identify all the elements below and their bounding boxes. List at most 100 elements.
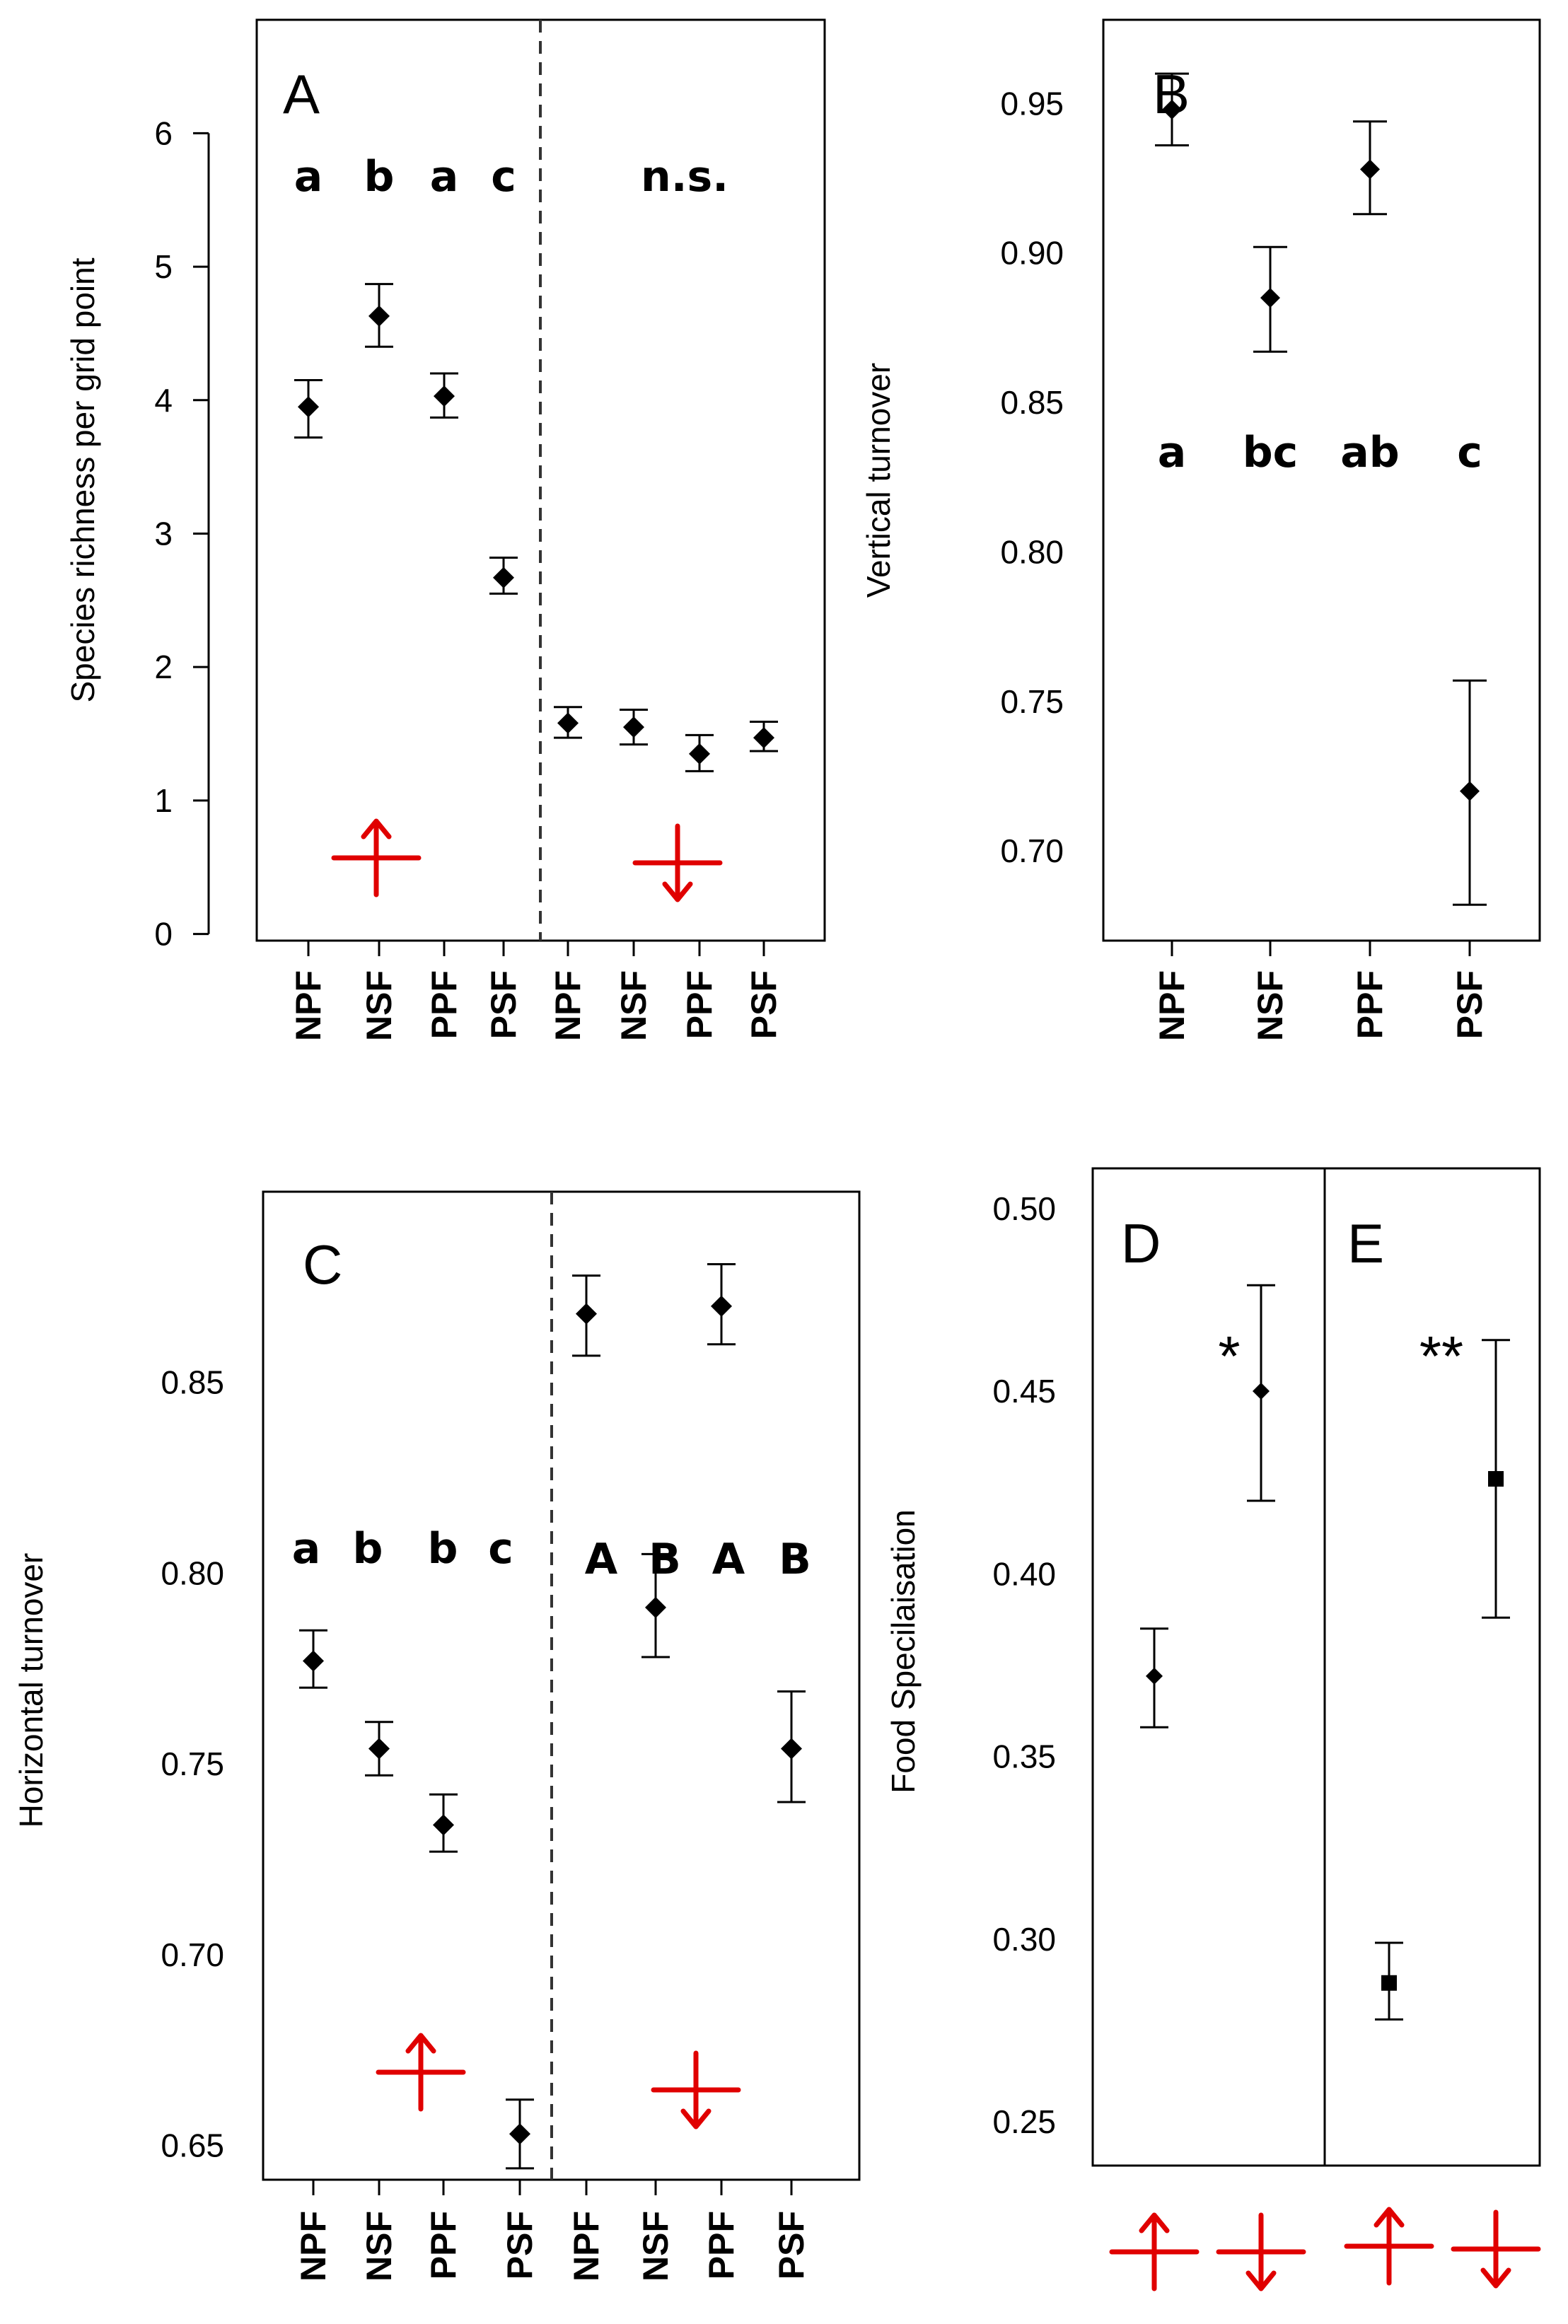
- x-tick-label: NPF: [294, 2211, 333, 2282]
- x-tick-label: NSF: [636, 2211, 675, 2282]
- y-tick-label: 0.45: [992, 1373, 1056, 1410]
- down-arrow-icon: [632, 823, 723, 902]
- x-tick-label: PPF: [702, 2211, 741, 2279]
- x-tick-label: PPF: [424, 2211, 463, 2279]
- data-point: [623, 716, 644, 738]
- y-tick-label: 0.80: [161, 1555, 224, 1591]
- panel-c: 0.65 0.70 0.75 0.80 0.85 Horizontal turnover N…: [13, 1190, 861, 2282]
- significance-letter: b: [353, 1524, 383, 1574]
- y-axis-title: Species richness per grid point: [64, 257, 101, 702]
- x-tick-label: NPF: [548, 970, 588, 1041]
- x-tick-label: NSF: [359, 970, 399, 1041]
- significance-label: n.s.: [641, 152, 728, 202]
- data-point: [303, 1650, 324, 1672]
- significance-letter: a: [292, 1524, 321, 1574]
- data-point: [493, 567, 514, 588]
- significance-letter: a: [294, 152, 323, 202]
- y-tick-label: 0.95: [1000, 85, 1064, 122]
- x-tick-label: NPF: [289, 970, 328, 1041]
- data-point: [645, 1596, 666, 1618]
- up-arrow-icon: [1109, 2212, 1200, 2291]
- y-tick-label: 0.50: [992, 1190, 1056, 1227]
- y-tick-label: 0.85: [1000, 384, 1064, 421]
- y-tick-label: 0.35: [992, 1738, 1056, 1775]
- x-tick-label: PSF: [772, 2211, 811, 2279]
- x-tick-label: NSF: [614, 970, 654, 1041]
- y-tick-label: 1: [154, 782, 173, 819]
- y-tick-label: 0.25: [992, 2103, 1056, 2140]
- x-tick-label: NPF: [1152, 970, 1192, 1041]
- y-tick-label: 0.40: [992, 1555, 1056, 1592]
- plot-frame: [1323, 1167, 1541, 2167]
- significance-letter: a: [1158, 428, 1187, 477]
- y-tick-label: 0.90: [1000, 235, 1064, 272]
- x-tick-label: PPF: [1350, 970, 1390, 1039]
- x-tick-label: NSF: [1250, 970, 1290, 1041]
- data-point: [711, 1295, 732, 1317]
- significance-letter: c: [488, 1524, 513, 1574]
- x-tick-label: PSF: [500, 2211, 540, 2279]
- significance-letter: B: [779, 1535, 811, 1584]
- y-axis-title: Vertical turnover: [860, 363, 897, 598]
- y-tick-label: 0.70: [1000, 832, 1064, 869]
- down-arrow-icon: [1216, 2212, 1306, 2291]
- data-point: [368, 305, 390, 327]
- significance-letter: B: [649, 1535, 681, 1584]
- panel-d: 0.25 0.30 0.35 0.40 0.45 0.50 Food Specilaisat…: [885, 1167, 1326, 2291]
- data-point: [298, 396, 319, 418]
- y-tick-label: 0.70: [161, 1936, 224, 1973]
- panel-b: 0.70 0.75 0.80 0.85 0.90 0.95 Vertical turnove…: [860, 18, 1541, 1041]
- panel-a: 0 1 2 3 4 5 6 Species richness per grid point NP…: [64, 18, 826, 1041]
- data-point: [1460, 781, 1480, 801]
- data-point: [434, 385, 455, 407]
- y-tick-label: 2: [154, 649, 173, 685]
- plot-frame: [1102, 18, 1541, 942]
- panel-letter: A: [283, 63, 320, 125]
- data-point: [1360, 159, 1380, 180]
- y-tick-label: 0: [154, 916, 173, 953]
- significance-letter: a: [430, 152, 459, 202]
- y-tick-label: 0.80: [1000, 533, 1064, 570]
- significance-letter: A: [712, 1535, 745, 1584]
- significance-letter: A: [585, 1535, 618, 1584]
- significance-letter: bc: [1243, 428, 1299, 477]
- plot-frame: [1091, 1167, 1326, 2167]
- x-tick-label: NSF: [359, 2211, 399, 2282]
- up-arrow-icon: [376, 2033, 466, 2112]
- plot-frame: [262, 1190, 861, 2181]
- data-point: [1162, 99, 1182, 120]
- y-tick-label: 4: [154, 382, 173, 419]
- data-point: [557, 712, 579, 734]
- data-point: [576, 1303, 597, 1325]
- data-point: [689, 743, 710, 765]
- data-point: [1146, 1667, 1163, 1685]
- data-point: [1253, 1383, 1270, 1400]
- x-tick-label: PSF: [484, 970, 523, 1039]
- y-tick-label: 6: [154, 115, 173, 151]
- significance-letter: c: [491, 152, 516, 202]
- y-tick-label: 0.75: [1000, 683, 1064, 720]
- data-point: [509, 2123, 530, 2145]
- significance-letter: b: [428, 1524, 458, 1574]
- up-arrow-icon: [1344, 2207, 1434, 2286]
- y-tick-label: 3: [154, 515, 173, 552]
- y-tick-label: 0.30: [992, 1921, 1056, 1958]
- y-axis-title: Horizontal turnover: [13, 1553, 50, 1828]
- x-tick-label: PPF: [424, 970, 464, 1039]
- down-arrow-icon: [1451, 2209, 1541, 2289]
- y-tick-label: 5: [154, 248, 173, 285]
- data-point: [753, 727, 774, 749]
- significance-letter: c: [1457, 428, 1482, 477]
- data-point: [368, 1738, 390, 1760]
- x-tick-label: PSF: [744, 970, 784, 1039]
- panel-letter: D: [1121, 1212, 1161, 1274]
- significance-letter: b: [364, 152, 395, 202]
- y-axis-title: Food Specilaisation: [885, 1509, 922, 1793]
- data-point: [1381, 1975, 1397, 1991]
- panels: 0 1 2 3 4 5 6 Species richness per grid point NP…: [13, 18, 1541, 2291]
- panel-e: E **: [1323, 1167, 1541, 2289]
- panel-letter: C: [303, 1233, 342, 1296]
- data-point: [433, 1814, 454, 1836]
- panel-letter: E: [1347, 1212, 1384, 1274]
